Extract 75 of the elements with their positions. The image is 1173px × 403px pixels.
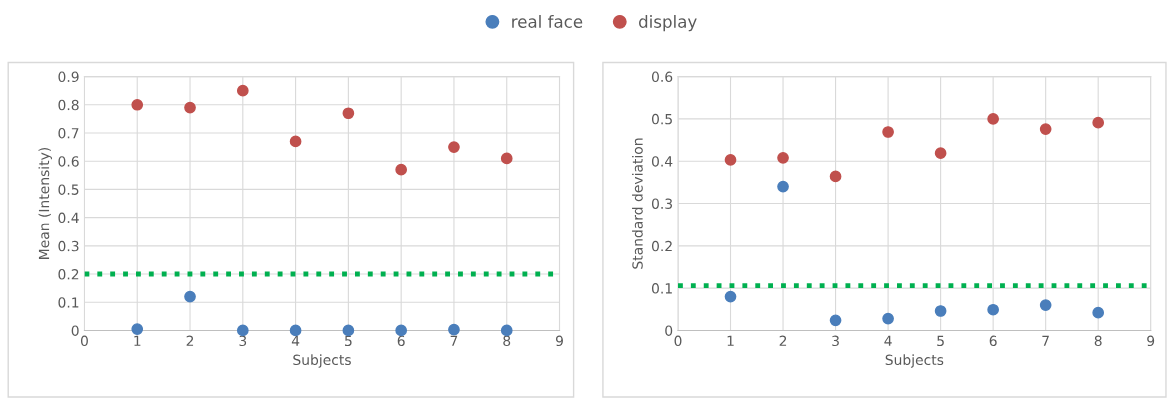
y-tick-label: 0.3 [651,198,673,209]
point [448,323,460,336]
y-axis-title: Mean (Intensity) [38,147,52,259]
x-tick-label: 4 [884,335,892,346]
point [777,151,789,164]
x-tick-label: 6 [397,335,405,347]
point [500,152,513,165]
point [184,101,196,114]
x-tick-label: 3 [239,335,247,347]
x-tick-label: 3 [832,335,839,347]
point [724,290,737,303]
point [236,324,249,337]
y-tick-label: 0.6 [651,71,673,83]
point [882,126,894,138]
point [934,147,947,160]
point [1092,116,1105,129]
x-tick-label: 1 [134,335,141,346]
point [342,324,355,337]
point [131,323,144,335]
point [829,170,842,183]
point [882,312,894,325]
x-tick-label: 2 [186,335,194,346]
x-axis-title: Subjects [293,354,351,368]
y-tick-label: 0 [665,325,673,336]
y-tick-label: 0.3 [58,240,79,252]
point [184,290,196,303]
point [1039,123,1052,135]
point [724,154,737,166]
x-tick-label: 6 [989,335,997,347]
y-tick-label: 0.2 [651,240,672,252]
point [448,141,460,153]
y-tick-label: 0.5 [58,184,79,195]
x-tick-label: 0 [80,335,88,347]
y-tick-label: 0.9 [58,71,79,83]
y-tick-label: 0.7 [58,127,79,139]
y-tick-label: 0.4 [58,212,79,224]
x-tick-label: 1 [727,335,734,346]
x-tick-label: 5 [937,335,944,347]
y-tick-label: 0.2 [58,269,79,280]
y-tick-label: 0.4 [651,156,673,167]
point [934,305,947,317]
x-tick-label: 4 [291,335,300,346]
legend-label: display [639,15,697,32]
legend-label: real face [512,15,583,28]
point [131,98,144,111]
point [1039,299,1052,311]
x-tick-label: 8 [1094,335,1102,347]
point [342,107,355,120]
y-tick-label: 0.1 [58,297,79,308]
point [777,180,789,193]
x-tick-label: 9 [555,335,563,347]
x-tick-label: 8 [503,335,511,347]
point [289,324,302,337]
point [395,324,408,337]
x-tick-label: 2 [779,335,787,346]
y-axis-title: Standard deviation [632,138,643,269]
y-tick-label: 0.5 [651,113,672,125]
point [987,303,999,316]
x-tick-label: 0 [674,335,682,347]
y-tick-label: 0 [71,325,79,336]
x-tick-label: 9 [1147,335,1155,347]
y-tick-label: 0.8 [58,99,79,111]
point [395,163,408,176]
y-tick-label: 0.1 [651,283,672,294]
x-tick-label: 7 [450,335,458,346]
point [987,113,999,125]
point [1092,306,1105,319]
point [500,324,513,337]
x-tick-label: 5 [345,335,352,347]
point [289,135,302,148]
point [829,314,842,327]
x-axis-title: Subjects [885,354,944,368]
x-tick-label: 7 [1042,335,1049,346]
y-tick-label: 0.6 [58,156,79,167]
point [236,84,249,97]
